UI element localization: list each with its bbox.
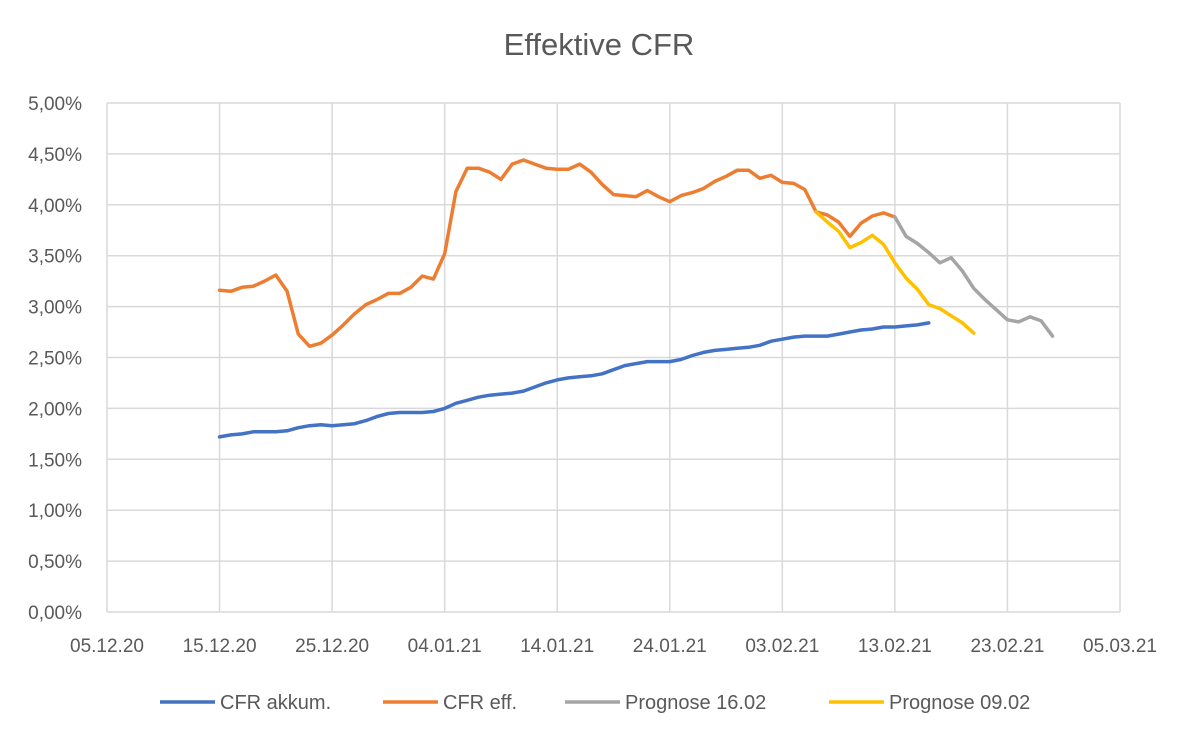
x-tick-label: 14.01.21 — [520, 636, 594, 657]
x-tick-label: 03.02.21 — [745, 636, 819, 657]
x-tick-label: 25.12.20 — [295, 636, 369, 657]
legend-label: Prognose 09.02 — [889, 692, 1030, 714]
y-tick-label: 5,00% — [28, 94, 82, 115]
legend-item: CFR akkum. — [160, 692, 331, 714]
legend-item: Prognose 09.02 — [829, 692, 1030, 714]
series-line-cfr-akkum — [217, 321, 931, 439]
y-tick-label: 2,50% — [28, 349, 82, 370]
x-tick-label: 05.12.20 — [70, 636, 144, 657]
y-tick-label: 2,00% — [28, 399, 82, 420]
x-axis: 05.12.20 15.12.20 25.12.20 04.01.21 14.01.21… — [70, 636, 1157, 657]
series-line-cfr-eff — [217, 158, 897, 349]
y-tick-label: 1,00% — [28, 501, 82, 522]
series-line-prognose-16-02 — [893, 215, 1055, 338]
y-tick-label: 3,50% — [28, 247, 82, 268]
y-tick-label: 4,50% — [28, 145, 82, 166]
x-tick-label: 13.02.21 — [858, 636, 932, 657]
x-tick-label: 24.01.21 — [633, 636, 707, 657]
x-tick-label: 23.02.21 — [970, 636, 1044, 657]
legend: CFR akkum. CFR eff. Prognose 16.02 Prognose… — [160, 692, 1030, 714]
legend-label: Prognose 16.02 — [625, 692, 766, 714]
gridlines — [106, 102, 1121, 613]
y-tick-label: 0,50% — [28, 552, 82, 573]
y-axis: 0,00% 0,50% 1,00% 1,50% 2,00% 2,50% 3,00% 3,50%… — [28, 94, 82, 624]
y-tick-label: 4,00% — [28, 196, 82, 217]
legend-label: CFR akkum. — [220, 692, 331, 714]
x-tick-label: 05.03.21 — [1083, 636, 1157, 657]
y-tick-label: 0,00% — [28, 603, 82, 624]
series-line-prognose-09-02 — [814, 210, 976, 335]
legend-item: Prognose 16.02 — [565, 692, 766, 714]
y-tick-label: 3,00% — [28, 298, 82, 319]
series-lines — [217, 158, 1055, 439]
x-tick-label: 15.12.20 — [183, 636, 257, 657]
legend-label: CFR eff. — [443, 692, 517, 714]
legend-item: CFR eff. — [383, 692, 517, 714]
x-tick-label: 04.01.21 — [408, 636, 482, 657]
chart-title: Effektive CFR — [504, 27, 695, 62]
y-tick-label: 1,50% — [28, 450, 82, 471]
